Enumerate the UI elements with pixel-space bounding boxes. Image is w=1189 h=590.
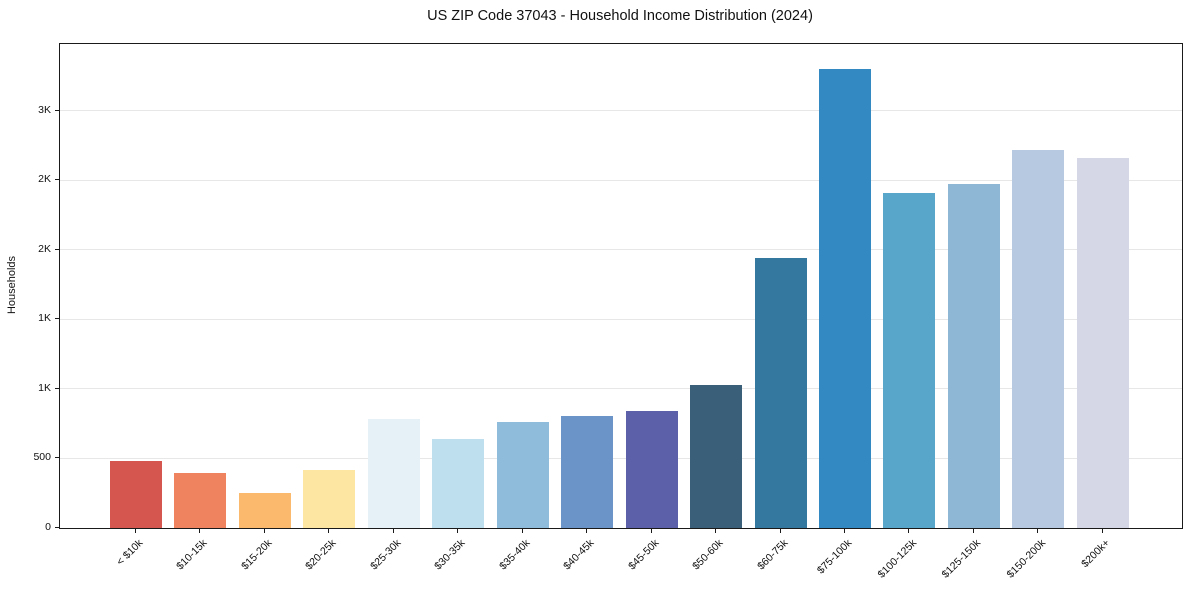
- x-tick-label: $10-15k: [174, 537, 210, 573]
- gridline: [60, 179, 1182, 181]
- bar-$50-60k: [690, 385, 743, 528]
- x-tick-label: $15-20k: [239, 537, 275, 573]
- x-tick-label: $45-50k: [625, 537, 662, 573]
- y-tick-label: 0: [45, 521, 51, 533]
- y-tick-mark: [55, 527, 59, 528]
- y-tick-mark: [55, 318, 59, 320]
- x-tick-mark: [908, 529, 910, 533]
- bar-$200k+: [1076, 158, 1129, 528]
- y-axis-label: Households: [6, 255, 18, 315]
- bar-$45-50k: [625, 411, 678, 528]
- y-tick-label: 500: [33, 451, 51, 464]
- bar-$100-125k: [883, 192, 936, 528]
- x-tick-mark: [715, 529, 717, 533]
- gridline: [60, 249, 1182, 251]
- x-tick-mark: [521, 529, 523, 533]
- x-tick-label: $125-150k: [939, 537, 984, 581]
- x-tick-label: $200k+: [1079, 537, 1113, 571]
- y-tick-label: 1K: [38, 312, 51, 325]
- bar-$30-35k: [432, 438, 485, 528]
- x-tick-mark: [779, 529, 781, 533]
- bar-$150-200k: [1012, 149, 1065, 528]
- x-tick-mark: [392, 529, 394, 533]
- x-tick-label: $75-100k: [814, 537, 855, 577]
- gridline: [60, 318, 1182, 320]
- x-tick-mark: [586, 529, 588, 533]
- y-tick-label: 1K: [38, 381, 51, 394]
- x-tick-label: $150-200k: [1004, 537, 1048, 581]
- y-tick-mark: [55, 387, 59, 389]
- x-tick-mark: [650, 529, 652, 533]
- x-tick-label: $50-60k: [690, 537, 726, 573]
- x-tick-label: $35-40k: [496, 537, 533, 573]
- chart-title: US ZIP Code 37043 - Household Income Dis…: [427, 8, 813, 24]
- y-tick-mark: [55, 179, 59, 181]
- bar-$60-75k: [754, 258, 807, 528]
- x-tick-label: $30-35k: [432, 537, 468, 573]
- bar-< $10k: [110, 460, 162, 528]
- x-tick-label: $20-25k: [303, 537, 339, 573]
- x-tick-mark: [263, 529, 265, 533]
- y-tick-label: 2K: [38, 242, 51, 255]
- bar-$10-15k: [174, 473, 227, 528]
- x-tick-mark: [199, 529, 201, 533]
- bar-$75-100k: [818, 69, 871, 528]
- bar-$25-30k: [367, 418, 420, 528]
- x-tick-label: $25-30k: [367, 537, 404, 573]
- bar-$20-25k: [303, 469, 356, 528]
- x-tick-mark: [135, 529, 136, 533]
- bar-$40-45k: [561, 416, 614, 528]
- y-tick-mark: [55, 457, 59, 459]
- y-tick-mark: [55, 109, 59, 111]
- x-tick-label: $40-45k: [561, 537, 597, 573]
- bar-$125-150k: [947, 183, 1000, 528]
- x-tick-mark: [457, 529, 459, 533]
- x-tick-mark: [972, 529, 974, 533]
- x-tick-mark: [843, 529, 845, 533]
- gridline: [60, 110, 1182, 112]
- x-tick-label: < $10k: [114, 537, 146, 568]
- x-tick-label: $100-125k: [875, 537, 919, 581]
- gridline: [60, 388, 1182, 390]
- x-tick-mark: [328, 529, 330, 533]
- y-tick-label: 3K: [38, 103, 51, 116]
- y-tick-label: 2K: [38, 173, 51, 186]
- x-tick-mark: [1101, 529, 1103, 533]
- gridline: [60, 457, 1182, 459]
- bar-$35-40k: [496, 422, 549, 528]
- y-tick-mark: [55, 248, 59, 250]
- bar-$15-20k: [238, 493, 291, 528]
- x-tick-mark: [1037, 529, 1039, 533]
- x-tick-label: $60-75k: [754, 537, 790, 573]
- plot-area: [59, 43, 1183, 529]
